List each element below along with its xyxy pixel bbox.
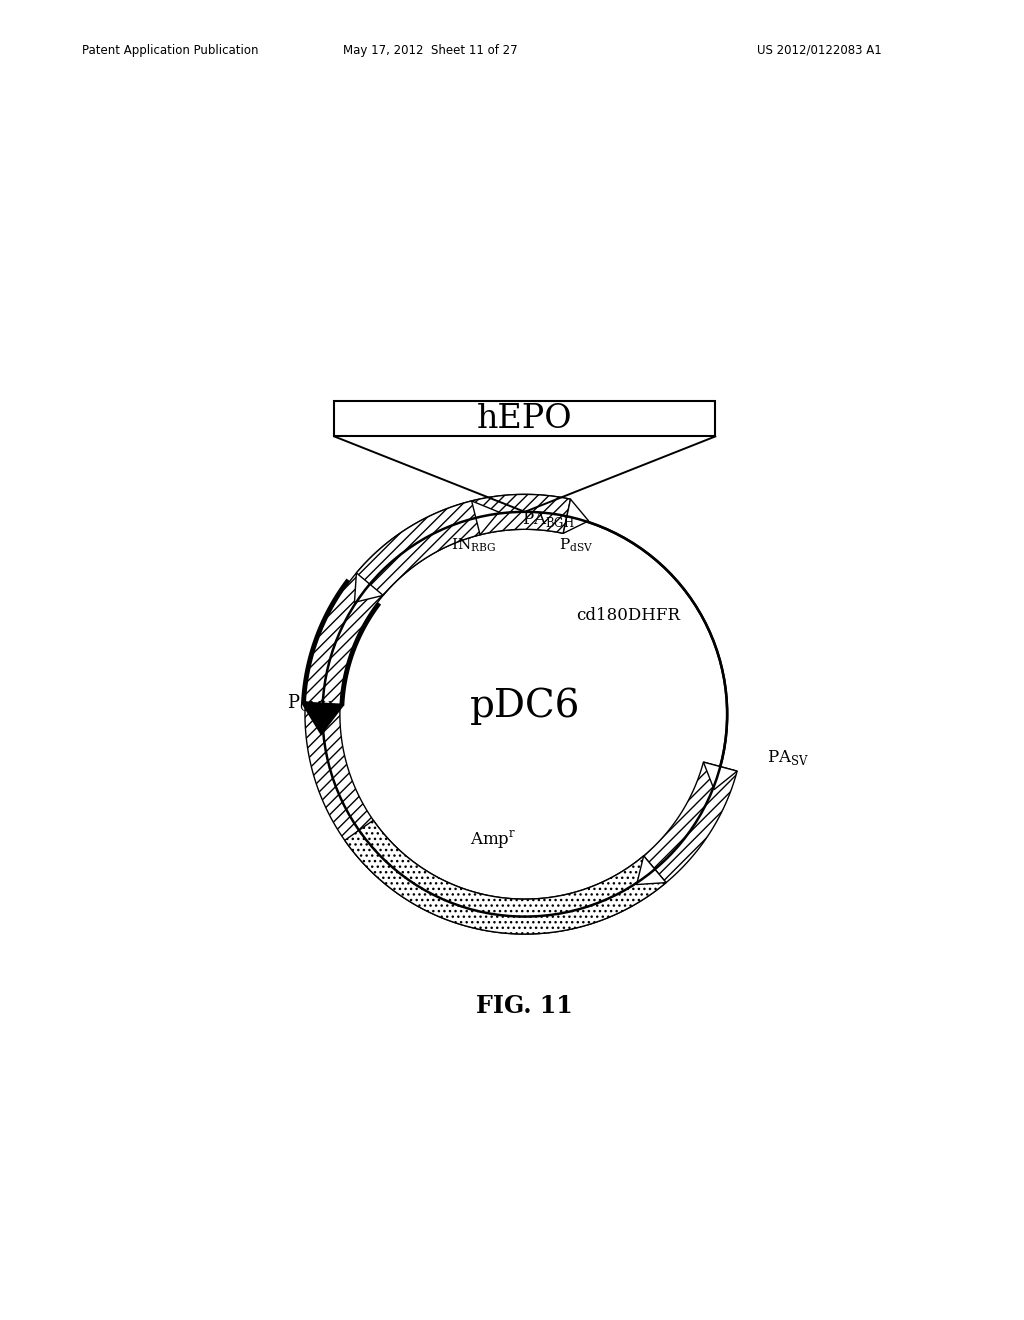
Bar bbox=[334, 401, 715, 437]
Text: Patent Application Publication: Patent Application Publication bbox=[82, 44, 258, 57]
Polygon shape bbox=[356, 500, 480, 595]
Text: pDC6: pDC6 bbox=[470, 688, 580, 725]
Polygon shape bbox=[472, 500, 499, 535]
Text: P$_{\mathregular{dSV}}$: P$_{\mathregular{dSV}}$ bbox=[559, 537, 594, 554]
Polygon shape bbox=[563, 499, 589, 533]
Text: IN$_{\mathregular{RBG}}$: IN$_{\mathregular{RBG}}$ bbox=[451, 537, 496, 554]
Polygon shape bbox=[703, 762, 737, 789]
Text: Amp$^{\mathregular{r}}$: Amp$^{\mathregular{r}}$ bbox=[470, 829, 516, 851]
Polygon shape bbox=[345, 820, 666, 935]
Polygon shape bbox=[305, 495, 737, 935]
Polygon shape bbox=[637, 855, 666, 884]
Text: PA$_{\mathregular{BGH}}$: PA$_{\mathregular{BGH}}$ bbox=[522, 510, 575, 529]
Polygon shape bbox=[354, 573, 383, 602]
Text: P$_{\mathregular{CMV}}$: P$_{\mathregular{CMV}}$ bbox=[287, 692, 333, 713]
Text: PA$_{\mathregular{SV}}$: PA$_{\mathregular{SV}}$ bbox=[767, 748, 809, 767]
Text: hEPO: hEPO bbox=[477, 403, 572, 434]
Polygon shape bbox=[302, 579, 380, 705]
Polygon shape bbox=[472, 495, 518, 535]
Text: US 2012/0122083 A1: US 2012/0122083 A1 bbox=[757, 44, 882, 57]
Text: cd180DHFR: cd180DHFR bbox=[575, 606, 680, 623]
Polygon shape bbox=[517, 495, 570, 533]
Text: FIG. 11: FIG. 11 bbox=[476, 994, 573, 1018]
Polygon shape bbox=[302, 702, 343, 734]
Text: May 17, 2012  Sheet 11 of 27: May 17, 2012 Sheet 11 of 27 bbox=[343, 44, 517, 57]
